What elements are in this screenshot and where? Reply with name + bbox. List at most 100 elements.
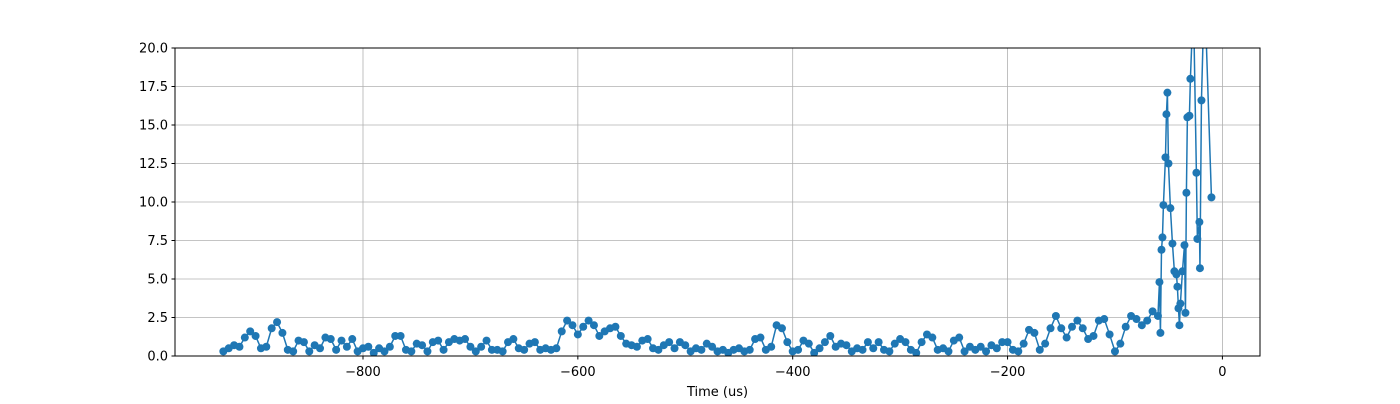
data-point [665, 338, 674, 347]
data-point [1181, 308, 1190, 317]
data-point [471, 347, 480, 356]
data-point [251, 331, 260, 340]
data-point [885, 347, 894, 356]
data-point [976, 342, 985, 351]
data-point [418, 341, 427, 350]
data-point [1121, 322, 1130, 331]
data-point [863, 338, 872, 347]
data-point [1110, 347, 1119, 356]
data-point [670, 344, 679, 353]
data-point [1041, 339, 1050, 348]
y-tick-label: 5.0 [147, 273, 168, 288]
data-point [289, 347, 298, 356]
data-point [777, 324, 786, 333]
data-point [611, 322, 620, 331]
x-tick-label: 0 [1218, 365, 1226, 380]
data-point [385, 342, 394, 351]
data-point [1057, 324, 1066, 333]
data-point [804, 339, 813, 348]
data-point [1137, 321, 1146, 330]
data-point [681, 341, 690, 350]
data-point [1195, 264, 1204, 273]
data-point [1155, 278, 1164, 287]
data-point [466, 342, 475, 351]
data-point [434, 336, 443, 345]
data-point [552, 344, 561, 353]
data-point [305, 347, 314, 356]
data-point [1014, 347, 1023, 356]
data-point [1035, 345, 1044, 354]
data-point [380, 347, 389, 356]
data-point [1173, 282, 1182, 291]
data-point [589, 321, 598, 330]
data-point [858, 345, 867, 354]
data-point [1089, 331, 1098, 340]
data-point [1186, 74, 1195, 83]
x-tick-label: −400 [775, 365, 811, 380]
y-tick-label: 0.0 [147, 350, 168, 365]
data-point [643, 335, 652, 344]
data-point [1159, 201, 1168, 210]
data-point [348, 335, 357, 344]
data-point [1078, 324, 1087, 333]
data-point [482, 336, 491, 345]
data-point [1003, 338, 1012, 347]
data-point [267, 324, 276, 333]
data-point [1105, 330, 1114, 339]
x-axis-label: Time (us) [686, 385, 748, 400]
data-point [1143, 316, 1152, 325]
data-point [235, 342, 244, 351]
data-point [326, 335, 335, 344]
data-point [1161, 153, 1170, 162]
data-point [332, 345, 341, 354]
data-point [337, 336, 346, 345]
data-point [563, 316, 572, 325]
data-point [955, 333, 964, 342]
data-point [584, 316, 593, 325]
data-point [1068, 322, 1077, 331]
x-tick-label: −600 [560, 365, 596, 380]
plot-area [219, 48, 1216, 356]
data-point [794, 345, 803, 354]
grid [175, 47, 1260, 357]
data-point [616, 331, 625, 340]
data-point [767, 342, 776, 351]
data-point [423, 347, 432, 356]
data-point [842, 341, 851, 350]
data-point [826, 331, 835, 340]
data-point [708, 342, 717, 351]
data-point [697, 345, 706, 354]
data-point [1156, 328, 1165, 337]
y-tick-label: 2.5 [147, 311, 168, 326]
data-point [530, 338, 539, 347]
data-point [1132, 315, 1141, 324]
data-point [573, 330, 582, 339]
data-point [874, 338, 883, 347]
data-point [632, 342, 641, 351]
data-point [1157, 245, 1166, 254]
data-point [815, 344, 824, 353]
data-point [1182, 188, 1191, 197]
data-point [944, 347, 953, 356]
data-point [890, 339, 899, 348]
data-point [756, 333, 765, 342]
data-point [439, 345, 448, 354]
y-tick-label: 10.0 [139, 196, 168, 211]
data-point [1195, 218, 1204, 227]
data-point [273, 318, 282, 327]
data-point [461, 335, 470, 344]
data-point [1148, 307, 1157, 316]
data-point [396, 331, 405, 340]
data-point [820, 338, 829, 347]
data-point [342, 342, 351, 351]
data-point [1158, 233, 1167, 242]
y-tick-label: 7.5 [147, 234, 168, 249]
data-point [407, 347, 416, 356]
data-point [1051, 311, 1060, 320]
data-point [1166, 204, 1175, 213]
data-point [912, 348, 921, 356]
data-point [1062, 333, 1071, 342]
data-point [1172, 270, 1181, 279]
data-point [498, 347, 507, 356]
